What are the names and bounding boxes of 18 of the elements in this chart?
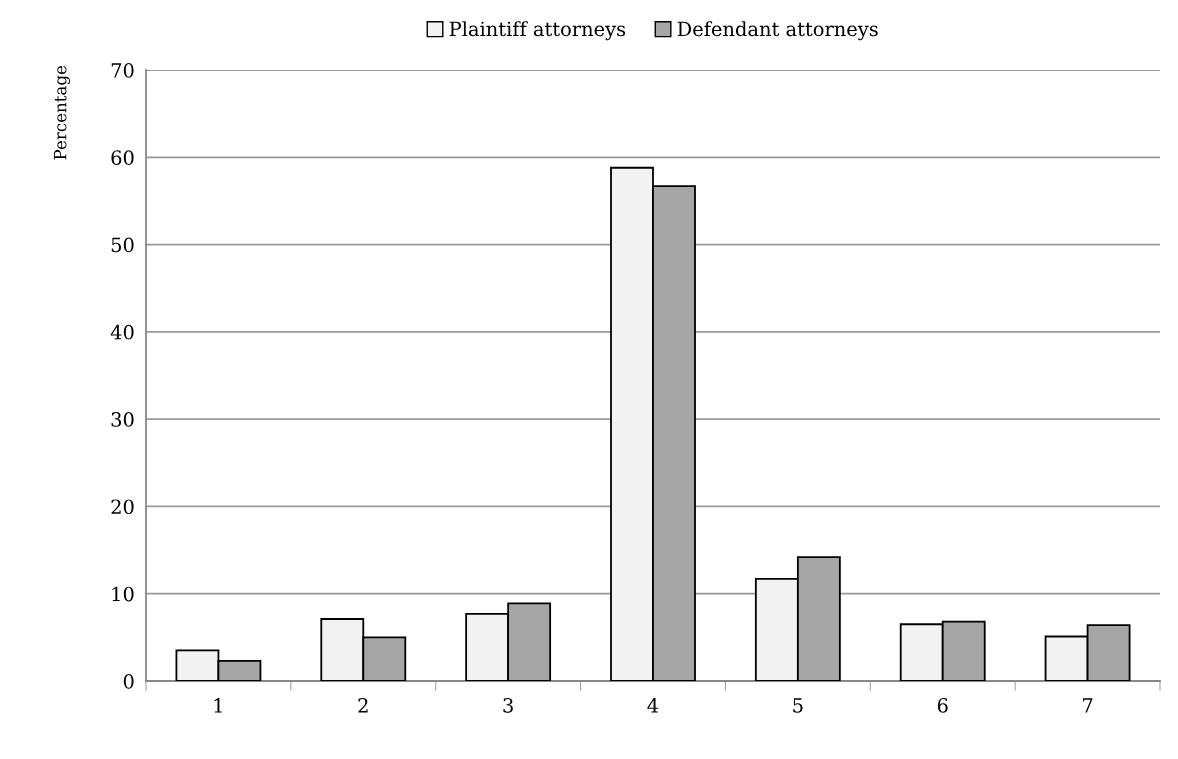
y-tick-label: 0 (123, 673, 134, 689)
x-tick-label: 3 (503, 698, 513, 713)
x-tick-label: 7 (1083, 698, 1093, 713)
x-tick-label: 5 (793, 698, 803, 713)
y-tick-label: 50 (111, 237, 134, 253)
legend-label: Defendant attorneys (677, 21, 878, 41)
x-tick-label: 1 (214, 698, 222, 713)
y-tick-label: 70 (111, 62, 134, 78)
y-tick-label: 10 (112, 586, 134, 602)
y-tick-label: 20 (111, 499, 134, 515)
x-tick-label: 6 (937, 698, 948, 713)
y-tick-label: 40 (110, 324, 134, 340)
legend-label: Plaintiff attorneys (449, 21, 626, 41)
y-axis-title: Percentage (54, 65, 70, 160)
x-tick-label: 2 (358, 698, 368, 713)
y-tick-label: 60 (111, 150, 134, 165)
x-tick-label: 4 (647, 698, 659, 713)
y-tick-label: 30 (111, 412, 134, 427)
